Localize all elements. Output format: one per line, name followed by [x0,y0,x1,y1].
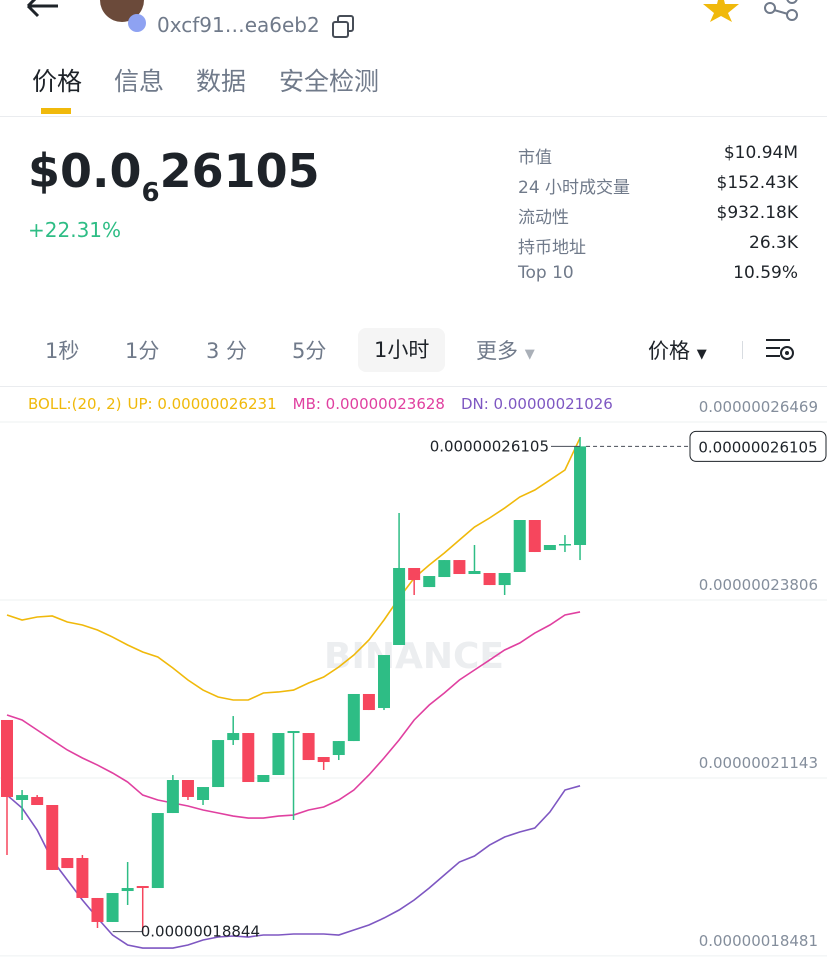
candle-body [302,733,315,761]
candle-body [468,571,481,575]
candle-body [378,655,390,709]
candle-body [106,893,119,922]
chart-settings[interactable] [764,336,796,364]
price-digits: 26105 [159,144,320,198]
candle-body [197,787,210,800]
stat-value: $10.94M [723,143,798,163]
tab-indicator [41,108,71,114]
candle-body [136,886,149,889]
interval[interactable]: 1分 [125,339,160,363]
low-price-label: 0.00000018844 [141,923,260,941]
stat-value: 10.59% [733,263,798,283]
candle-body [91,897,104,922]
stat-value: $932.18K [716,203,798,223]
plot-area [1,436,587,949]
candle-body [498,573,511,586]
favorite-star[interactable] [702,0,740,22]
stat-label: 流动性 [518,208,569,228]
y-tick-label: 0.00000018481 [699,932,818,950]
candle-body [166,780,179,814]
tab[interactable]: 安全检测 [279,67,380,96]
price-zero-count: 6 [141,178,160,208]
candle-body [558,544,571,546]
interval-label: 更多 [476,339,518,363]
divider [0,116,827,117]
copy-button[interactable] [330,14,356,40]
last-price-box [689,430,827,462]
legend-entry: UP: 0.00000026231 [127,395,276,413]
interval[interactable]: 1秒 [45,339,80,363]
stat-label: 持币地址 [518,238,586,258]
chart: 0.00000026469 0.00000023806 0.00000021143 0… [0,395,827,957]
candle-body [287,731,300,734]
candle-body [362,693,375,711]
legend-entry: MB: 0.00000023628 [293,395,445,413]
candle-body [423,576,436,588]
candle-body [242,733,255,783]
share-button[interactable] [762,0,802,24]
candle-body [347,693,360,742]
price-selector[interactable]: 价格 ▼ [648,339,707,363]
legend-entry: DN: 0.00000021026 [461,395,613,413]
candle-body [61,858,74,869]
divider [0,386,827,387]
y-tick-label: 0.00000023806 [699,576,818,594]
candle-body [574,446,587,546]
candle-body [332,741,345,756]
candle-body [181,780,194,797]
stat-label: 市值 [518,148,552,168]
candle-body [483,573,496,586]
tab[interactable]: 信息 [114,67,165,96]
candle-body [46,805,59,870]
interval[interactable]: 3 分 [206,339,248,363]
candle-body [513,520,526,573]
price-prefix: $0.0 [28,144,142,198]
candle-body [257,774,270,783]
candle-body [16,795,29,800]
candle-body [438,560,451,578]
back-button[interactable] [22,0,62,20]
candle-body [528,520,541,553]
legend-entry: BOLL:(20, 2) [28,395,121,413]
interval[interactable]: 1小时 [358,328,446,372]
y-tick-label: 0.00000026469 [699,398,818,416]
stat-value: 26.3K [749,233,798,253]
stat-label: 24 小时成交量 [518,178,631,198]
candle-body [212,740,225,788]
price-change: +22.31% [28,218,122,242]
candle-body [151,813,164,889]
y-tick-label: 0.00000021143 [699,754,818,772]
tab[interactable]: 价格 [32,67,83,96]
candle-body [317,757,330,763]
candle-body [31,796,44,806]
stat-label: Top 10 [518,263,574,283]
candle-body [121,888,134,892]
candle-body [272,733,285,775]
chain-icon [128,14,146,32]
stat-value: $152.43K [716,173,798,193]
last-price-tag: 0.00000026105 [698,438,817,456]
candle-body [227,733,240,741]
interval[interactable]: 5分 [292,339,327,363]
candle-body [408,567,421,581]
last-price-label: 0.00000026105 [430,437,549,455]
candle-body [453,560,466,575]
indicator-legend: BOLL:(20, 2) UP: 0.00000026231 MB: 0.00000… [28,395,613,413]
boll-line [6,785,581,949]
tab[interactable]: 数据 [196,67,247,96]
interval[interactable]: 更多 ▼ [476,339,535,363]
candle-body [393,567,406,645]
price: $0.0626105 [28,144,320,208]
candle-body [1,719,13,797]
boll-line [6,437,581,701]
contract-address: 0xcf91…ea6eb2 [157,13,320,37]
candle-body [543,545,556,551]
separator [742,341,743,359]
candle-body [76,858,89,898]
price-selector-label: 价格 [648,339,690,363]
